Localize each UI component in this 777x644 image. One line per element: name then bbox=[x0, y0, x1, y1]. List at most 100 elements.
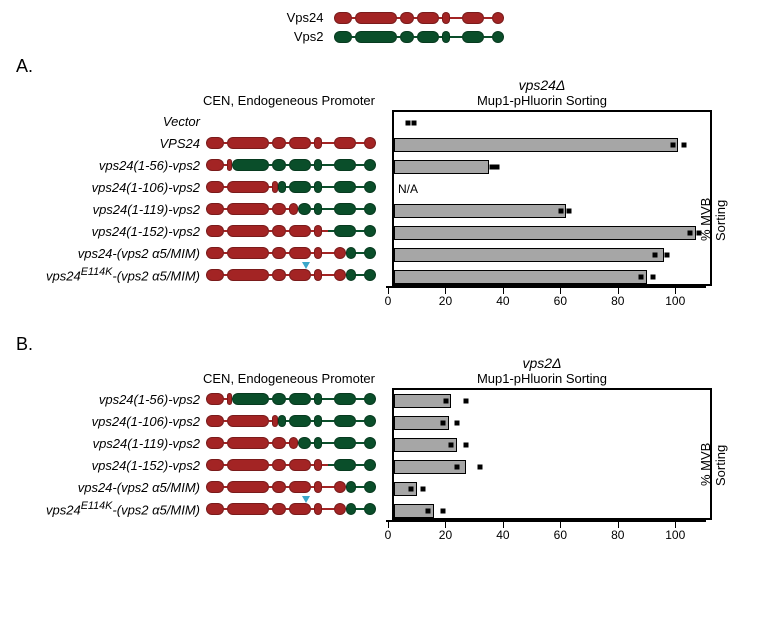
domain-segment bbox=[334, 225, 356, 237]
domain-segment bbox=[289, 459, 311, 471]
construct-row: vps24(1-152)-vps2 bbox=[10, 220, 384, 242]
domain-segment bbox=[314, 203, 322, 215]
domain-segment bbox=[364, 269, 376, 281]
domain-segment bbox=[334, 437, 356, 449]
domain-segment bbox=[334, 203, 356, 215]
axis-spacer bbox=[10, 286, 386, 310]
data-point bbox=[449, 443, 454, 448]
domain-segment bbox=[346, 247, 356, 259]
bar-rect bbox=[394, 438, 457, 452]
domain-segment bbox=[417, 31, 439, 43]
domain-segment bbox=[400, 12, 414, 24]
domain-segment bbox=[462, 12, 484, 24]
domain-segment bbox=[364, 181, 376, 193]
domain-linker bbox=[356, 398, 364, 400]
legend-row: Vps24 bbox=[274, 10, 504, 25]
domain-segment bbox=[314, 269, 322, 281]
x-tick-label: 20 bbox=[439, 294, 452, 308]
domain-segment bbox=[334, 269, 346, 281]
x-tick-label: 0 bbox=[385, 294, 392, 308]
domain-segment bbox=[272, 247, 286, 259]
domain-segment bbox=[314, 137, 322, 149]
domain-linker bbox=[484, 36, 492, 38]
domain-segment bbox=[227, 503, 269, 515]
x-tick-label: 20 bbox=[439, 528, 452, 542]
construct-row: vps24(1-152)-vps2 bbox=[10, 454, 384, 476]
legend-label: Vps24 bbox=[274, 10, 324, 25]
domain-linker bbox=[322, 420, 334, 422]
domain-diagram bbox=[206, 436, 376, 450]
bar bbox=[394, 204, 566, 218]
domain-segment bbox=[334, 12, 352, 24]
domain-segment bbox=[289, 437, 298, 449]
row-label: vps24-(vps2 α5/MIM) bbox=[10, 246, 206, 261]
panel-body: vps24(1-56)-vps2 vps24(1-106)-vps2 vps24(1… bbox=[10, 388, 767, 520]
row-label: vps24(1-106)-vps2 bbox=[10, 180, 206, 195]
domain-segment bbox=[206, 181, 224, 193]
axis-wrap: 020406080100 bbox=[10, 520, 767, 544]
domain-segment bbox=[314, 159, 322, 171]
data-point bbox=[426, 509, 431, 514]
domain-segment bbox=[227, 437, 269, 449]
diagram-cell bbox=[206, 158, 384, 172]
x-tick-label: 80 bbox=[611, 528, 624, 542]
domain-segment bbox=[227, 181, 269, 193]
data-point bbox=[489, 165, 494, 170]
construct-row: vps24(1-56)-vps2 bbox=[10, 388, 384, 410]
y-axis-label: % MVB Sorting bbox=[698, 155, 728, 241]
domain-segment bbox=[289, 225, 311, 237]
domain-segment bbox=[364, 247, 376, 259]
domain-diagram bbox=[206, 268, 376, 282]
bar bbox=[394, 138, 678, 152]
domain-segment bbox=[334, 31, 352, 43]
domain-segment bbox=[364, 503, 376, 515]
domain-segment bbox=[227, 415, 269, 427]
panel-letter: A. bbox=[16, 56, 767, 77]
chart-titles: vps2ΔMup1-pHluorin Sorting bbox=[378, 355, 706, 386]
construct-row: vps24(1-106)-vps2 bbox=[10, 176, 384, 198]
bar-chart: % MVB Sorting bbox=[392, 388, 712, 520]
axis-wrap: 020406080100 bbox=[10, 286, 767, 310]
domain-segment bbox=[346, 503, 356, 515]
row-label: vps24(1-106)-vps2 bbox=[10, 414, 206, 429]
domain-segment bbox=[314, 181, 322, 193]
domain-segment bbox=[314, 503, 322, 515]
domain-diagram bbox=[206, 224, 376, 238]
domain-linker bbox=[356, 464, 364, 466]
data-point bbox=[664, 253, 669, 258]
domain-segment bbox=[417, 12, 439, 24]
data-point bbox=[412, 121, 417, 126]
domain-segment bbox=[314, 459, 322, 471]
construct-row: vps24(1-119)-vps2 bbox=[10, 432, 384, 454]
construct-row: vps24E114K-(vps2 α5/MIM) bbox=[10, 264, 384, 286]
na-label: N/A bbox=[398, 182, 418, 196]
domain-segment bbox=[272, 459, 286, 471]
domain-segment bbox=[289, 415, 311, 427]
bar bbox=[394, 248, 664, 262]
data-point bbox=[687, 231, 692, 236]
diagram-cell bbox=[206, 392, 384, 406]
domain-segment bbox=[227, 203, 269, 215]
diagram-cell bbox=[206, 436, 384, 450]
domain-segment bbox=[289, 481, 311, 493]
domain-segment bbox=[364, 481, 376, 493]
y-axis-label: % MVB Sorting bbox=[698, 422, 728, 486]
domain-segment bbox=[364, 393, 376, 405]
domain-linker bbox=[322, 508, 334, 510]
domain-segment bbox=[206, 437, 224, 449]
row-label: vps24(1-56)-vps2 bbox=[10, 392, 206, 407]
domain-segment bbox=[314, 437, 322, 449]
bar bbox=[394, 438, 457, 452]
domain-diagram bbox=[206, 392, 376, 406]
bar-chart: N/A% MVB Sorting bbox=[392, 110, 712, 286]
data-point bbox=[639, 275, 644, 280]
diagram-cell bbox=[206, 414, 384, 428]
construct-row: vps24(1-106)-vps2 bbox=[10, 410, 384, 432]
domain-linker bbox=[356, 164, 364, 166]
domain-segment bbox=[492, 12, 504, 24]
domain-segment bbox=[289, 393, 311, 405]
construct-row: Vector bbox=[10, 110, 384, 132]
row-label: vps24(1-56)-vps2 bbox=[10, 158, 206, 173]
domain-linker bbox=[356, 186, 364, 188]
domain-linker bbox=[322, 442, 334, 444]
